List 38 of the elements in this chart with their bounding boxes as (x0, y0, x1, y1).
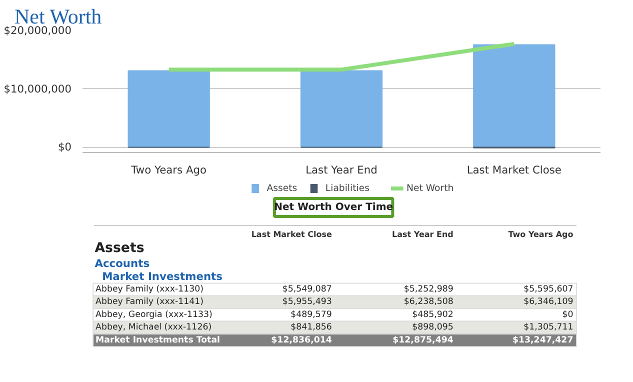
text: $5,549,087 (282, 284, 332, 294)
text: $898,095 (412, 322, 454, 333)
legend-label: Liabilities (325, 183, 370, 194)
x-tick-label: Last Market Close (466, 164, 562, 176)
text: $489,579 (290, 310, 332, 320)
text: Market Investments (102, 270, 222, 283)
text: Abbey Family (xxx-1130) (96, 284, 204, 294)
x-tick-label: Last Year End (306, 164, 378, 176)
y-tick-label: $20,000,000 (4, 24, 72, 37)
bar (473, 44, 556, 148)
x-tick-label: Two Years Ago (130, 164, 207, 176)
bar (300, 70, 383, 148)
legend-label: Net Worth (406, 183, 454, 194)
y-tick-label: $0 (58, 140, 72, 154)
legend-label: Assets (266, 183, 298, 194)
text: $6,346,109 (524, 297, 574, 308)
text: Assets (94, 241, 144, 256)
text: $485,902 (412, 310, 454, 320)
text: $5,252,989 (404, 284, 454, 294)
y-tick-label: $10,000,000 (4, 82, 72, 96)
text: $6,238,508 (404, 297, 454, 308)
text: $12,875,494 (392, 335, 454, 346)
text: $1,305,711 (524, 322, 574, 333)
text: Abbey Family (xxx-1141) (96, 297, 204, 308)
text: Market Investments Total (96, 335, 220, 346)
text: Two Years Ago (508, 230, 574, 239)
bar (128, 70, 210, 148)
text: $5,595,607 (524, 284, 574, 294)
text: Abbey, Georgia (xxx-1133) (96, 310, 212, 320)
text: $841,856 (290, 322, 332, 333)
text: Last Market Close (251, 230, 333, 239)
text: $12,836,014 (271, 335, 332, 346)
text: Last Year End (392, 230, 454, 239)
text: Accounts (94, 257, 150, 270)
text: Abbey, Michael (xxx-1126) (96, 322, 212, 333)
text: $0 (562, 310, 574, 320)
text: $13,247,427 (512, 335, 574, 346)
text: $5,955,493 (282, 297, 332, 308)
